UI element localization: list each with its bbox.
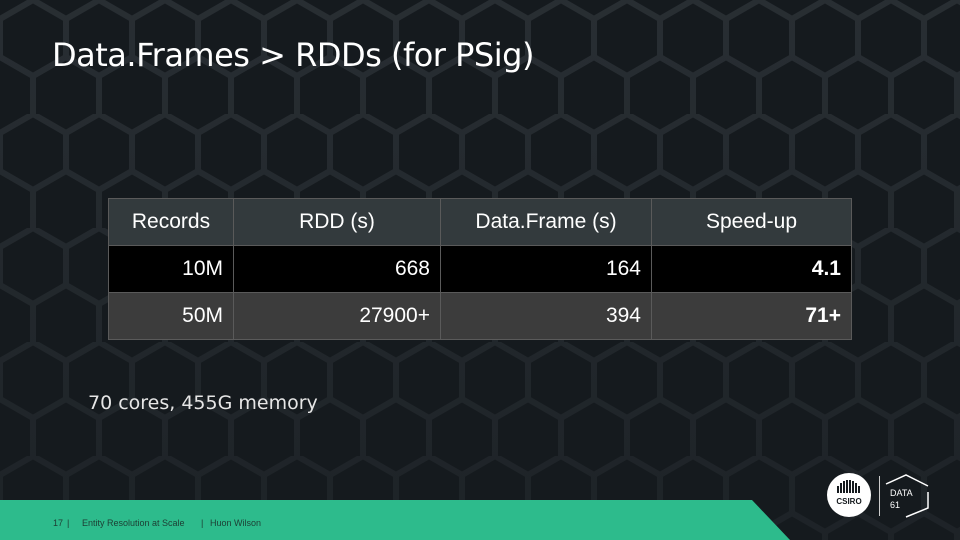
footer-separator: | (201, 518, 204, 528)
header-rdd: RDD (s) (233, 198, 441, 246)
results-table: Records RDD (s) Data.Frame (s) Speed-up … (108, 198, 852, 340)
footer-author: Huon Wilson (210, 518, 262, 528)
cell-speedup: 4.1 (651, 245, 852, 293)
table-row: 10M 668 164 4.1 (108, 245, 852, 293)
slide-title: Data.Frames > RDDs (for PSig) (52, 36, 534, 74)
data61-logo-icon: DATA 61 (885, 474, 929, 518)
logo-group: CSIRO DATA 61 (820, 468, 960, 528)
data61-logo-text: DATA (890, 488, 913, 498)
cell-dataframe: 164 (440, 245, 652, 293)
header-dataframe: Data.Frame (s) (440, 198, 652, 246)
data61-logo-number: 61 (890, 500, 900, 510)
cell-dataframe: 394 (440, 292, 652, 340)
header-speedup: Speed-up (651, 198, 852, 246)
cell-records: 10M (108, 245, 234, 293)
cell-speedup: 71+ (651, 292, 852, 340)
table-header-row: Records RDD (s) Data.Frame (s) Speed-up (108, 198, 852, 246)
csiro-logo-text: CSIRO (836, 497, 861, 506)
logo-divider (879, 476, 880, 516)
footer-bar: 17 | Entity Resolution at Scale | Huon W… (0, 500, 790, 540)
csiro-logo-icon: CSIRO (827, 473, 871, 517)
footer-presentation-title: Entity Resolution at Scale (82, 518, 185, 528)
cell-records: 50M (108, 292, 234, 340)
footer-separator: | (67, 518, 70, 528)
table-row: 50M 27900+ 394 71+ (108, 292, 852, 340)
header-records: Records (108, 198, 234, 246)
cell-rdd: 668 (233, 245, 441, 293)
slide-number: 17 (53, 518, 64, 528)
hardware-config-note: 70 cores, 455G memory (88, 392, 318, 414)
cell-rdd: 27900+ (233, 292, 441, 340)
